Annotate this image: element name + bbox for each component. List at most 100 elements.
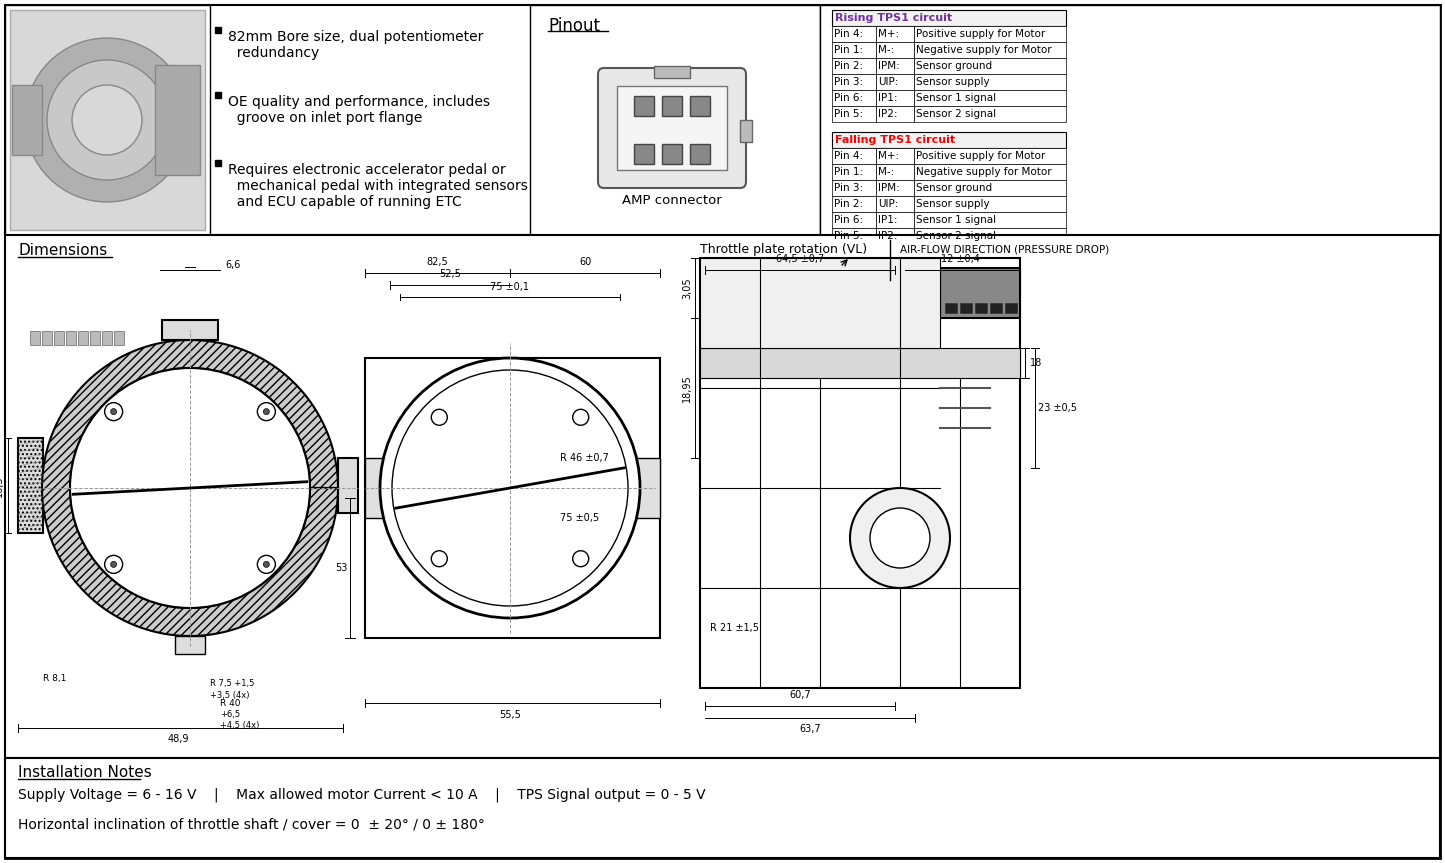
Polygon shape — [42, 340, 338, 636]
Bar — [876, 26, 915, 42]
Bar — [78, 331, 88, 345]
Bar — [876, 106, 915, 122]
Bar — [4, 235, 1441, 758]
Bar — [4, 5, 210, 235]
Text: IP2:: IP2: — [879, 109, 897, 119]
Circle shape — [104, 403, 123, 420]
Bar — [832, 74, 876, 90]
Bar — [30, 331, 40, 345]
Bar — [915, 228, 1066, 244]
Text: M+:: M+: — [879, 151, 899, 161]
Bar — [162, 320, 218, 340]
Bar — [945, 303, 957, 313]
Text: 75 ±0,1: 75 ±0,1 — [490, 282, 529, 292]
Bar — [832, 228, 876, 244]
Bar — [662, 96, 682, 116]
Bar — [876, 42, 915, 58]
Bar — [876, 148, 915, 164]
Bar — [634, 96, 655, 116]
Circle shape — [111, 561, 117, 567]
Text: Pin 3:: Pin 3: — [834, 77, 863, 87]
Bar — [634, 144, 655, 164]
Bar — [975, 303, 987, 313]
Text: 53: 53 — [335, 563, 348, 573]
Bar — [338, 458, 358, 513]
Bar — [366, 458, 393, 518]
Text: 55,5: 55,5 — [499, 710, 522, 720]
Text: 82,5: 82,5 — [426, 257, 448, 267]
Text: Pin 2:: Pin 2: — [834, 199, 863, 209]
Text: 6,6: 6,6 — [225, 260, 240, 270]
Bar — [876, 90, 915, 106]
Bar — [876, 164, 915, 180]
Text: Negative supply for Motor: Negative supply for Motor — [916, 45, 1052, 55]
Text: Falling TPS1 circuit: Falling TPS1 circuit — [835, 135, 955, 145]
Bar — [959, 303, 972, 313]
Text: UIP:: UIP: — [879, 77, 899, 87]
Text: Sensor ground: Sensor ground — [916, 183, 993, 193]
Text: IP2:: IP2: — [879, 231, 897, 241]
Circle shape — [257, 556, 276, 573]
Bar — [366, 358, 660, 638]
Text: Pinout: Pinout — [548, 17, 600, 35]
Circle shape — [25, 38, 189, 202]
Bar — [915, 164, 1066, 180]
Bar — [655, 66, 691, 78]
Bar — [915, 74, 1066, 90]
Bar — [832, 90, 876, 106]
Text: Supply Voltage = 6 - 16 V    |    Max allowed motor Current < 10 A    |    TPS S: Supply Voltage = 6 - 16 V | Max allowed … — [17, 787, 705, 802]
Bar — [819, 5, 1441, 235]
Circle shape — [48, 60, 168, 180]
Bar — [876, 180, 915, 196]
Circle shape — [72, 85, 142, 155]
Bar — [876, 74, 915, 90]
Text: IPM:: IPM: — [879, 183, 900, 193]
Text: AMP connector: AMP connector — [623, 194, 722, 207]
Text: 82mm Bore size, dual potentiometer
  redundancy: 82mm Bore size, dual potentiometer redun… — [228, 30, 484, 60]
Text: 63,7: 63,7 — [799, 724, 821, 734]
Bar — [617, 86, 727, 170]
Text: Pin 4:: Pin 4: — [834, 29, 863, 39]
Circle shape — [572, 409, 588, 425]
Bar — [915, 90, 1066, 106]
Circle shape — [572, 551, 588, 567]
Bar — [175, 636, 205, 654]
Bar — [53, 331, 64, 345]
Text: IP1:: IP1: — [879, 215, 897, 225]
Text: R 8,1: R 8,1 — [43, 673, 66, 683]
Bar — [915, 180, 1066, 196]
Text: 18: 18 — [1030, 358, 1042, 368]
Text: 64,5 ±0,7: 64,5 ±0,7 — [776, 254, 824, 264]
Bar — [832, 148, 876, 164]
Text: 3,05: 3,05 — [682, 277, 692, 299]
Text: R 46 ±0,7: R 46 ±0,7 — [561, 453, 608, 463]
Text: +4,5 (4x): +4,5 (4x) — [220, 721, 259, 729]
Circle shape — [850, 488, 949, 588]
Bar — [832, 58, 876, 74]
Text: Sensor 1 signal: Sensor 1 signal — [916, 93, 996, 103]
Bar — [530, 5, 819, 235]
Text: Positive supply for Motor: Positive supply for Motor — [916, 29, 1045, 39]
Circle shape — [431, 551, 448, 567]
Text: Requires electronic accelerator pedal or
  mechanical pedal with integrated sens: Requires electronic accelerator pedal or… — [228, 163, 527, 210]
Bar — [832, 106, 876, 122]
Circle shape — [431, 409, 448, 425]
Bar — [4, 758, 1441, 858]
Text: Throttle plate rotation (VL): Throttle plate rotation (VL) — [699, 243, 867, 256]
Bar — [915, 58, 1066, 74]
Text: Sensor ground: Sensor ground — [916, 61, 993, 71]
Bar — [42, 331, 52, 345]
Bar — [17, 438, 43, 533]
Text: Pin 2:: Pin 2: — [834, 61, 863, 71]
Bar — [832, 42, 876, 58]
Text: Positive supply for Motor: Positive supply for Motor — [916, 151, 1045, 161]
Text: Sensor 2 signal: Sensor 2 signal — [916, 231, 996, 241]
Bar — [114, 331, 124, 345]
Text: OE quality and performance, includes
  groove on inlet port flange: OE quality and performance, includes gro… — [228, 95, 490, 125]
Circle shape — [111, 409, 117, 414]
Text: Pin 4:: Pin 4: — [834, 151, 863, 161]
Text: Pin 6:: Pin 6: — [834, 93, 863, 103]
Text: 23 ±0,5: 23 ±0,5 — [1038, 403, 1077, 413]
Bar — [90, 331, 100, 345]
Text: 60,7: 60,7 — [789, 690, 811, 700]
